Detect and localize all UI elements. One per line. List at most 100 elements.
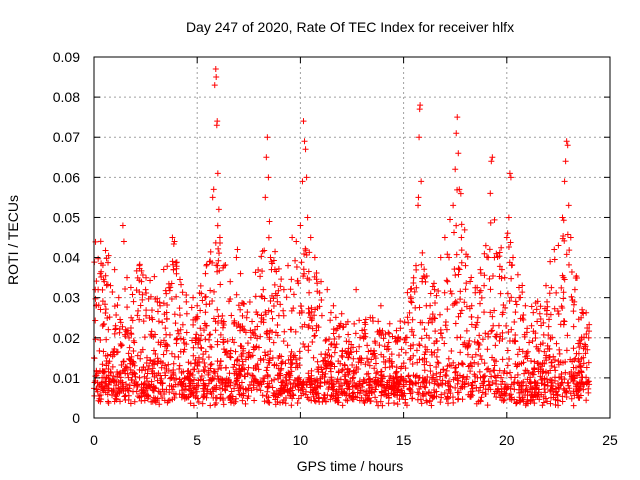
data-point (118, 342, 124, 349)
data-point (487, 190, 494, 197)
data-point (294, 380, 301, 387)
data-point (163, 386, 170, 393)
data-point (353, 383, 360, 390)
data-point (239, 397, 246, 404)
data-point (129, 371, 136, 378)
data-point (478, 294, 485, 301)
data-point (180, 336, 187, 343)
data-point (252, 269, 259, 276)
data-point (275, 287, 282, 294)
data-point (457, 296, 464, 303)
data-point (117, 398, 124, 405)
data-point (313, 276, 320, 283)
data-point (582, 350, 589, 357)
data-point (485, 365, 492, 372)
data-point (113, 379, 120, 386)
data-point (378, 392, 385, 399)
data-point (234, 357, 241, 364)
data-point (467, 278, 474, 285)
data-point (392, 370, 399, 377)
data-point (563, 251, 570, 258)
data-point (206, 336, 213, 343)
data-point (295, 395, 302, 402)
data-point (496, 337, 503, 344)
data-point (278, 353, 285, 360)
data-point (214, 373, 221, 380)
data-point (508, 381, 515, 388)
data-point (437, 373, 444, 380)
data-point (235, 302, 242, 309)
data-point (148, 328, 155, 335)
data-point (366, 375, 373, 382)
data-point (232, 398, 239, 405)
data-point (388, 360, 395, 367)
data-point (288, 276, 295, 283)
data-point (540, 368, 547, 375)
data-point (572, 355, 579, 362)
data-point (154, 355, 161, 362)
data-point (183, 394, 190, 401)
data-point (431, 349, 438, 356)
data-point (120, 238, 127, 245)
data-point (362, 333, 369, 340)
data-point (359, 327, 366, 334)
data-point (352, 330, 359, 337)
data-point (454, 372, 461, 379)
data-point (177, 326, 184, 333)
data-point (491, 254, 498, 261)
data-point (262, 352, 269, 359)
data-point (452, 272, 459, 279)
data-point (448, 347, 455, 354)
data-point (382, 331, 389, 338)
data-point (388, 383, 395, 390)
data-point (542, 395, 549, 402)
data-point (444, 363, 451, 370)
data-point (390, 390, 397, 397)
data-point (120, 358, 127, 365)
data-point (491, 307, 498, 314)
data-point (424, 346, 431, 353)
data-point (211, 370, 218, 377)
data-point (106, 358, 113, 365)
data-point (197, 282, 204, 289)
data-point (302, 391, 309, 398)
data-point (171, 394, 178, 401)
data-point (429, 393, 436, 400)
data-point (175, 381, 181, 388)
data-point (531, 366, 538, 373)
data-point (159, 319, 166, 326)
data-point (321, 391, 328, 398)
data-point (326, 362, 333, 369)
data-point (551, 357, 558, 364)
data-point (363, 379, 370, 386)
data-point (382, 364, 389, 371)
data-point (344, 366, 351, 373)
data-point (556, 350, 563, 357)
data-point (489, 313, 496, 320)
data-point (326, 380, 333, 387)
data-point (481, 272, 488, 279)
data-point (479, 374, 486, 381)
data-point (105, 326, 112, 333)
data-point (518, 389, 525, 396)
data-point (190, 294, 197, 301)
data-point (487, 219, 494, 226)
data-point (454, 186, 461, 193)
data-point (126, 334, 133, 341)
data-point (269, 354, 276, 361)
data-point (435, 382, 442, 389)
data-point (214, 306, 221, 313)
data-point (198, 332, 205, 339)
data-point (481, 250, 488, 257)
data-point (474, 314, 481, 321)
data-point (458, 259, 465, 266)
data-point (207, 402, 214, 409)
data-point (529, 337, 536, 344)
data-point (385, 400, 392, 407)
data-point (447, 216, 454, 223)
data-point (468, 314, 475, 320)
data-point (160, 300, 167, 307)
data-point (231, 385, 238, 392)
data-point (195, 341, 202, 348)
data-point (565, 261, 572, 268)
